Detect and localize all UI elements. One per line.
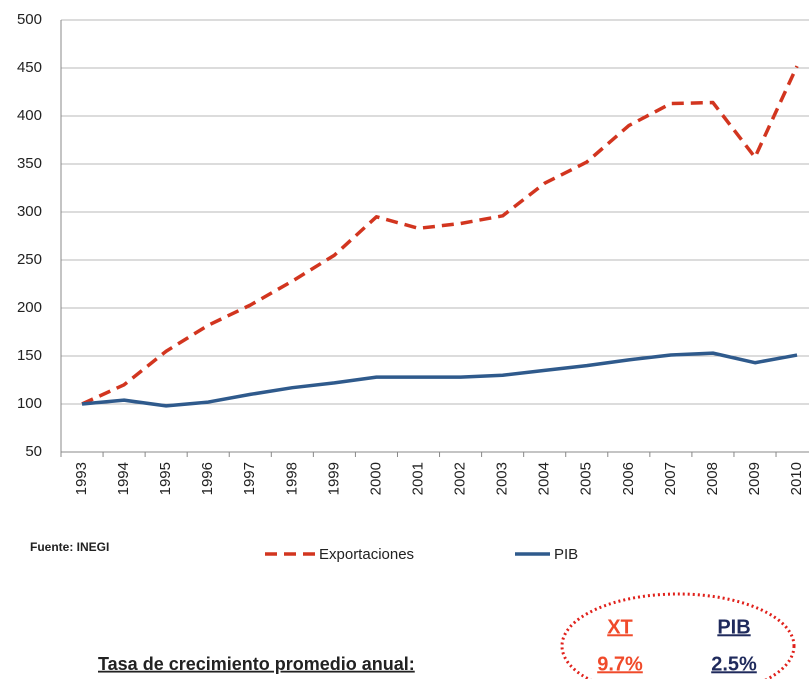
x-tick-label: 2006 [620,462,637,495]
highlight-ellipse [560,592,796,679]
y-tick-label: 200 [17,299,42,316]
x-tick-label: 1997 [241,462,258,495]
x-tick-label: 2004 [536,462,553,495]
source: Fuente: INEGI [30,540,109,554]
growth-value: 9.7% [597,653,643,675]
y-tick-label: 250 [17,251,42,268]
y-tick-label: 500 [17,11,42,28]
x-tick-label: 2002 [452,462,469,495]
x-tick-label: 1994 [115,462,132,495]
legend-label: Exportaciones [319,546,414,563]
x-tick-label: 1993 [73,462,90,495]
x-tick-label: 2005 [578,462,595,495]
x-tick-label: 2008 [704,462,721,495]
series-line [81,351,798,408]
y-tick-label: 400 [17,107,42,124]
x-tick-label: 1998 [283,462,300,495]
x-tick-label: 2000 [367,462,384,495]
y-tick-label: 100 [17,395,42,412]
series-line [81,65,799,406]
y-tick-label: 50 [25,443,42,460]
x-tick-label: 1995 [157,462,174,495]
x-tick-label: 2009 [746,462,763,495]
x-tick-label: 1999 [325,462,342,495]
y-tick-label: 350 [17,155,42,172]
x-tick-label: 2010 [788,462,805,495]
growth-title: Tasa de crecimiento promedio anual: [98,654,415,674]
x-tick-label: 2007 [662,462,679,495]
growth-name: XT [607,616,633,638]
x-tick-label: 2001 [409,462,426,495]
growth-value: 2.5% [711,653,757,675]
x-tick-label: 1996 [199,462,216,495]
growth-name: PIB [717,616,750,638]
legend-label: PIB [554,546,578,563]
y-tick-label: 150 [17,347,42,364]
x-tick-label: 2003 [494,462,511,495]
y-tick-label: 450 [17,59,42,76]
y-tick-label: 300 [17,203,42,220]
